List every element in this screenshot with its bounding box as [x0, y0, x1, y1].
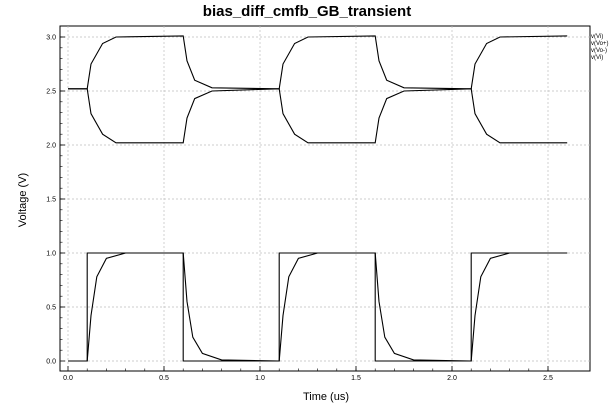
y-tick-label: 3.0 — [46, 35, 56, 42]
legend-entry: v(Vo+) — [591, 41, 609, 47]
y-tick-label: 1.0 — [46, 251, 56, 258]
plot-area — [59, 25, 591, 372]
legend-entry: v(Vi) — [591, 55, 603, 61]
y-tick-label: 2.5 — [46, 89, 56, 96]
series-line-4 — [68, 252, 568, 362]
series-line-1 — [68, 252, 568, 362]
legend-entry: v(Vi) — [591, 34, 603, 40]
x-tick-label: 2.0 — [447, 375, 457, 382]
y-tick-label: 0.0 — [46, 359, 56, 366]
legend-entry: v(Vo-) — [591, 48, 607, 54]
tick-labels: 0.0 0.5 1.0 1.5 2.0 2.5 0.0 0.5 1.0 1.5 2.0 2.5 3.0 — [46, 35, 553, 383]
x-tick-label: 0.5 — [159, 375, 169, 382]
chart-title: bias_diff_cmfb_GB_transient — [202, 3, 412, 20]
y-tick-label: 2.0 — [46, 143, 56, 150]
y-axis-label: Voltage (V) — [17, 173, 29, 227]
series-line-3 — [68, 88, 568, 144]
x-axis-label: Time (us) — [303, 391, 349, 403]
series-group — [68, 35, 568, 362]
x-tick-label: 0.0 — [63, 375, 73, 382]
x-tick-label: 1.0 — [255, 375, 265, 382]
y-tick-label: 1.5 — [46, 197, 56, 204]
y-tick-label: 0.5 — [46, 305, 56, 312]
x-tick-label: 1.5 — [351, 375, 361, 382]
series-line-2 — [68, 35, 568, 90]
legend: v(Vi)v(Vo+)v(Vo-)v(Vi) — [591, 34, 609, 61]
x-tick-label: 2.5 — [543, 375, 553, 382]
